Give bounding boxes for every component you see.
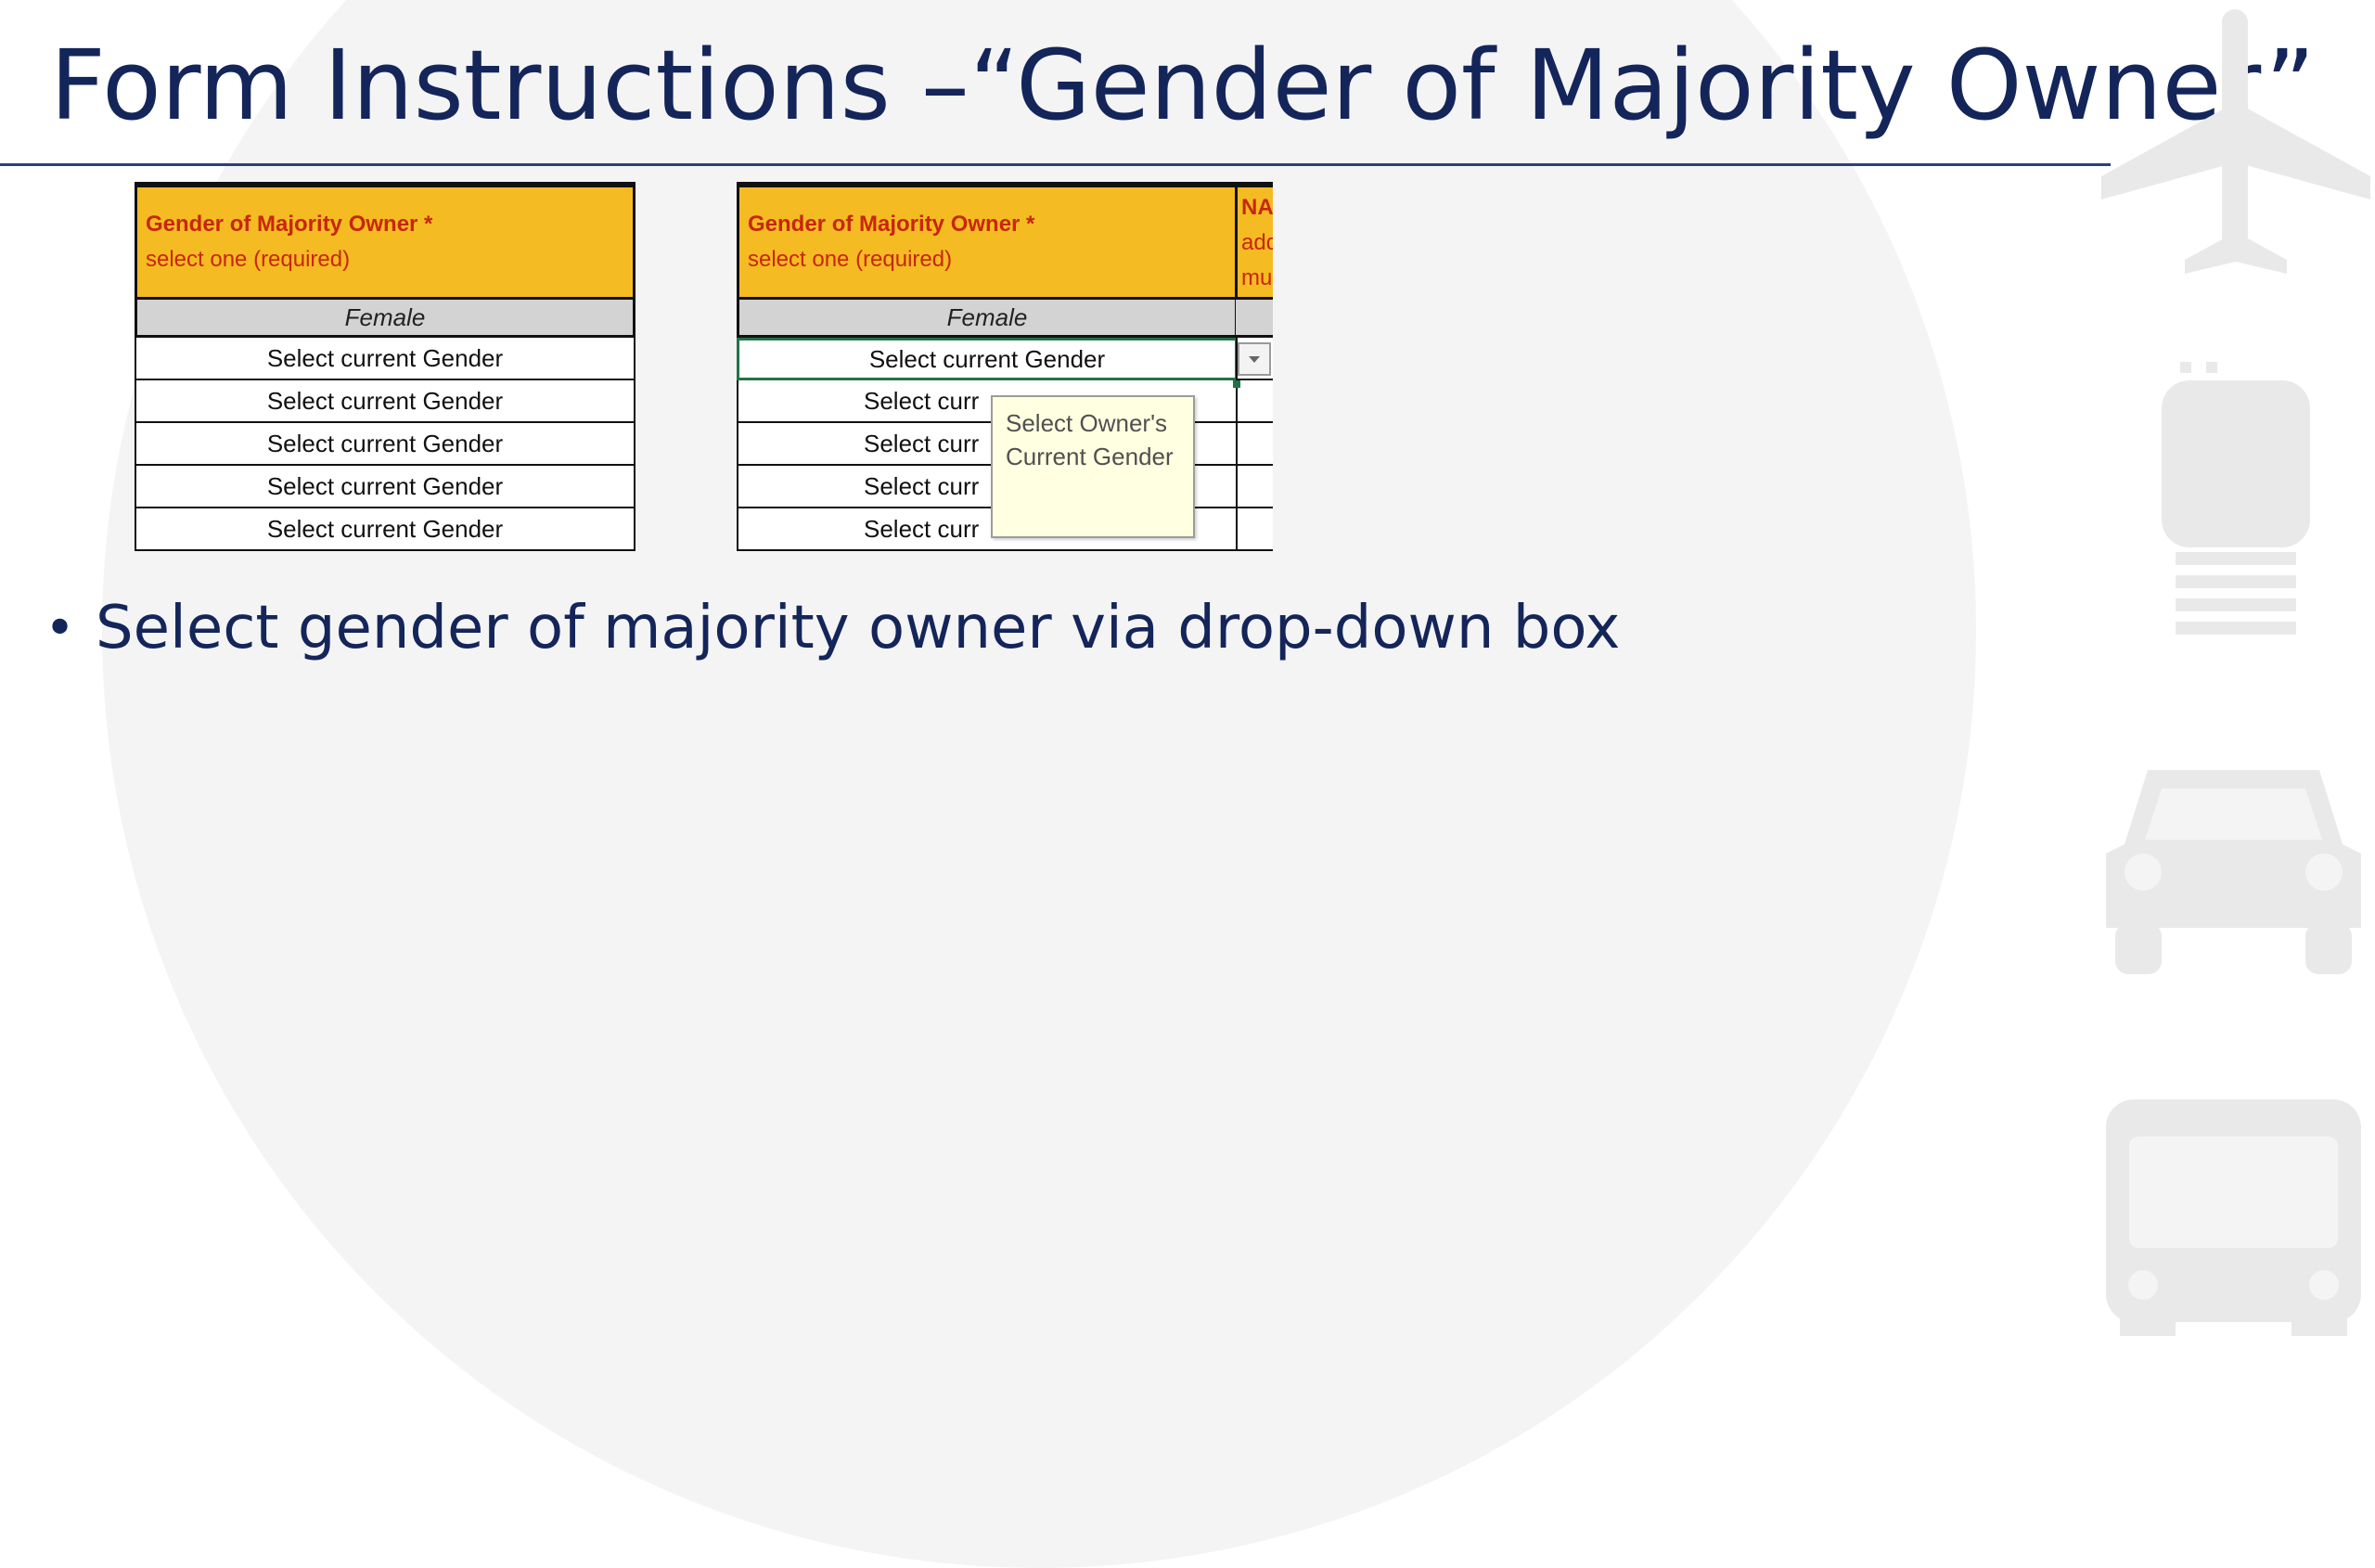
tooltip-line-1: Select Owner's (1006, 409, 1168, 437)
car-icon (2106, 770, 2361, 974)
table-row[interactable]: Select current Gender (135, 380, 635, 423)
column-header-title: Gender of Majority Owner * (748, 212, 1035, 237)
column-subheader: Female (737, 297, 1238, 338)
column-header-subtitle: select one (required) (146, 247, 351, 272)
column-header-title: Gender of Majority Owner * (146, 212, 433, 237)
next-column-cell[interactable] (1236, 508, 1273, 551)
bus-icon (2106, 1099, 2361, 1336)
column-subheader: Female (135, 297, 635, 338)
next-column-header-line1: NA (1241, 195, 1273, 220)
spreadsheet-left: Gender of Majority Owner * select one (r… (135, 182, 635, 557)
table-row[interactable]: Select current Gender (135, 508, 635, 551)
row-text: Select curr (864, 514, 980, 543)
next-column-header: NA add mu (1236, 182, 1273, 297)
row-text: Select curr (864, 386, 980, 415)
bullet-icon: • (45, 598, 76, 659)
table-row[interactable]: Select current Gender (135, 466, 635, 508)
column-header-subtitle: select one (required) (748, 247, 953, 272)
selected-cell-dropdown[interactable]: Select current Gender (737, 338, 1238, 380)
row-text: Select curr (864, 429, 980, 457)
next-column-header-line2: add (1241, 230, 1273, 255)
next-column-cell[interactable] (1236, 466, 1273, 508)
next-column-cell[interactable] (1236, 380, 1273, 423)
row-text: Select curr (864, 471, 980, 500)
dropdown-arrow-button[interactable] (1238, 342, 1271, 376)
slide-title: Form Instructions –“Gender of Majority O… (50, 29, 2316, 142)
table-row[interactable]: Select current Gender (135, 338, 635, 380)
next-column-subheader (1236, 297, 1273, 338)
column-header: Gender of Majority Owner * select one (r… (737, 182, 1238, 297)
next-column-header-line3: mu (1241, 265, 1273, 290)
bullet-point: • Select gender of majority owner via dr… (45, 594, 1620, 662)
airplane-icon (2101, 9, 2370, 274)
column-header: Gender of Majority Owner * select one (r… (135, 182, 635, 297)
input-message-tooltip: Select Owner's Current Gender (991, 395, 1195, 538)
title-underline (0, 163, 2111, 166)
tooltip-line-2: Current Gender (1006, 443, 1174, 470)
dropdown-arrow-icon (1249, 356, 1260, 363)
train-icon (2162, 362, 2310, 635)
table-row[interactable]: Select current Gender (135, 423, 635, 466)
selection-handle[interactable] (1233, 380, 1240, 388)
bullet-text: Select gender of majority owner via drop… (96, 594, 1621, 662)
next-column-cell[interactable] (1236, 423, 1273, 466)
